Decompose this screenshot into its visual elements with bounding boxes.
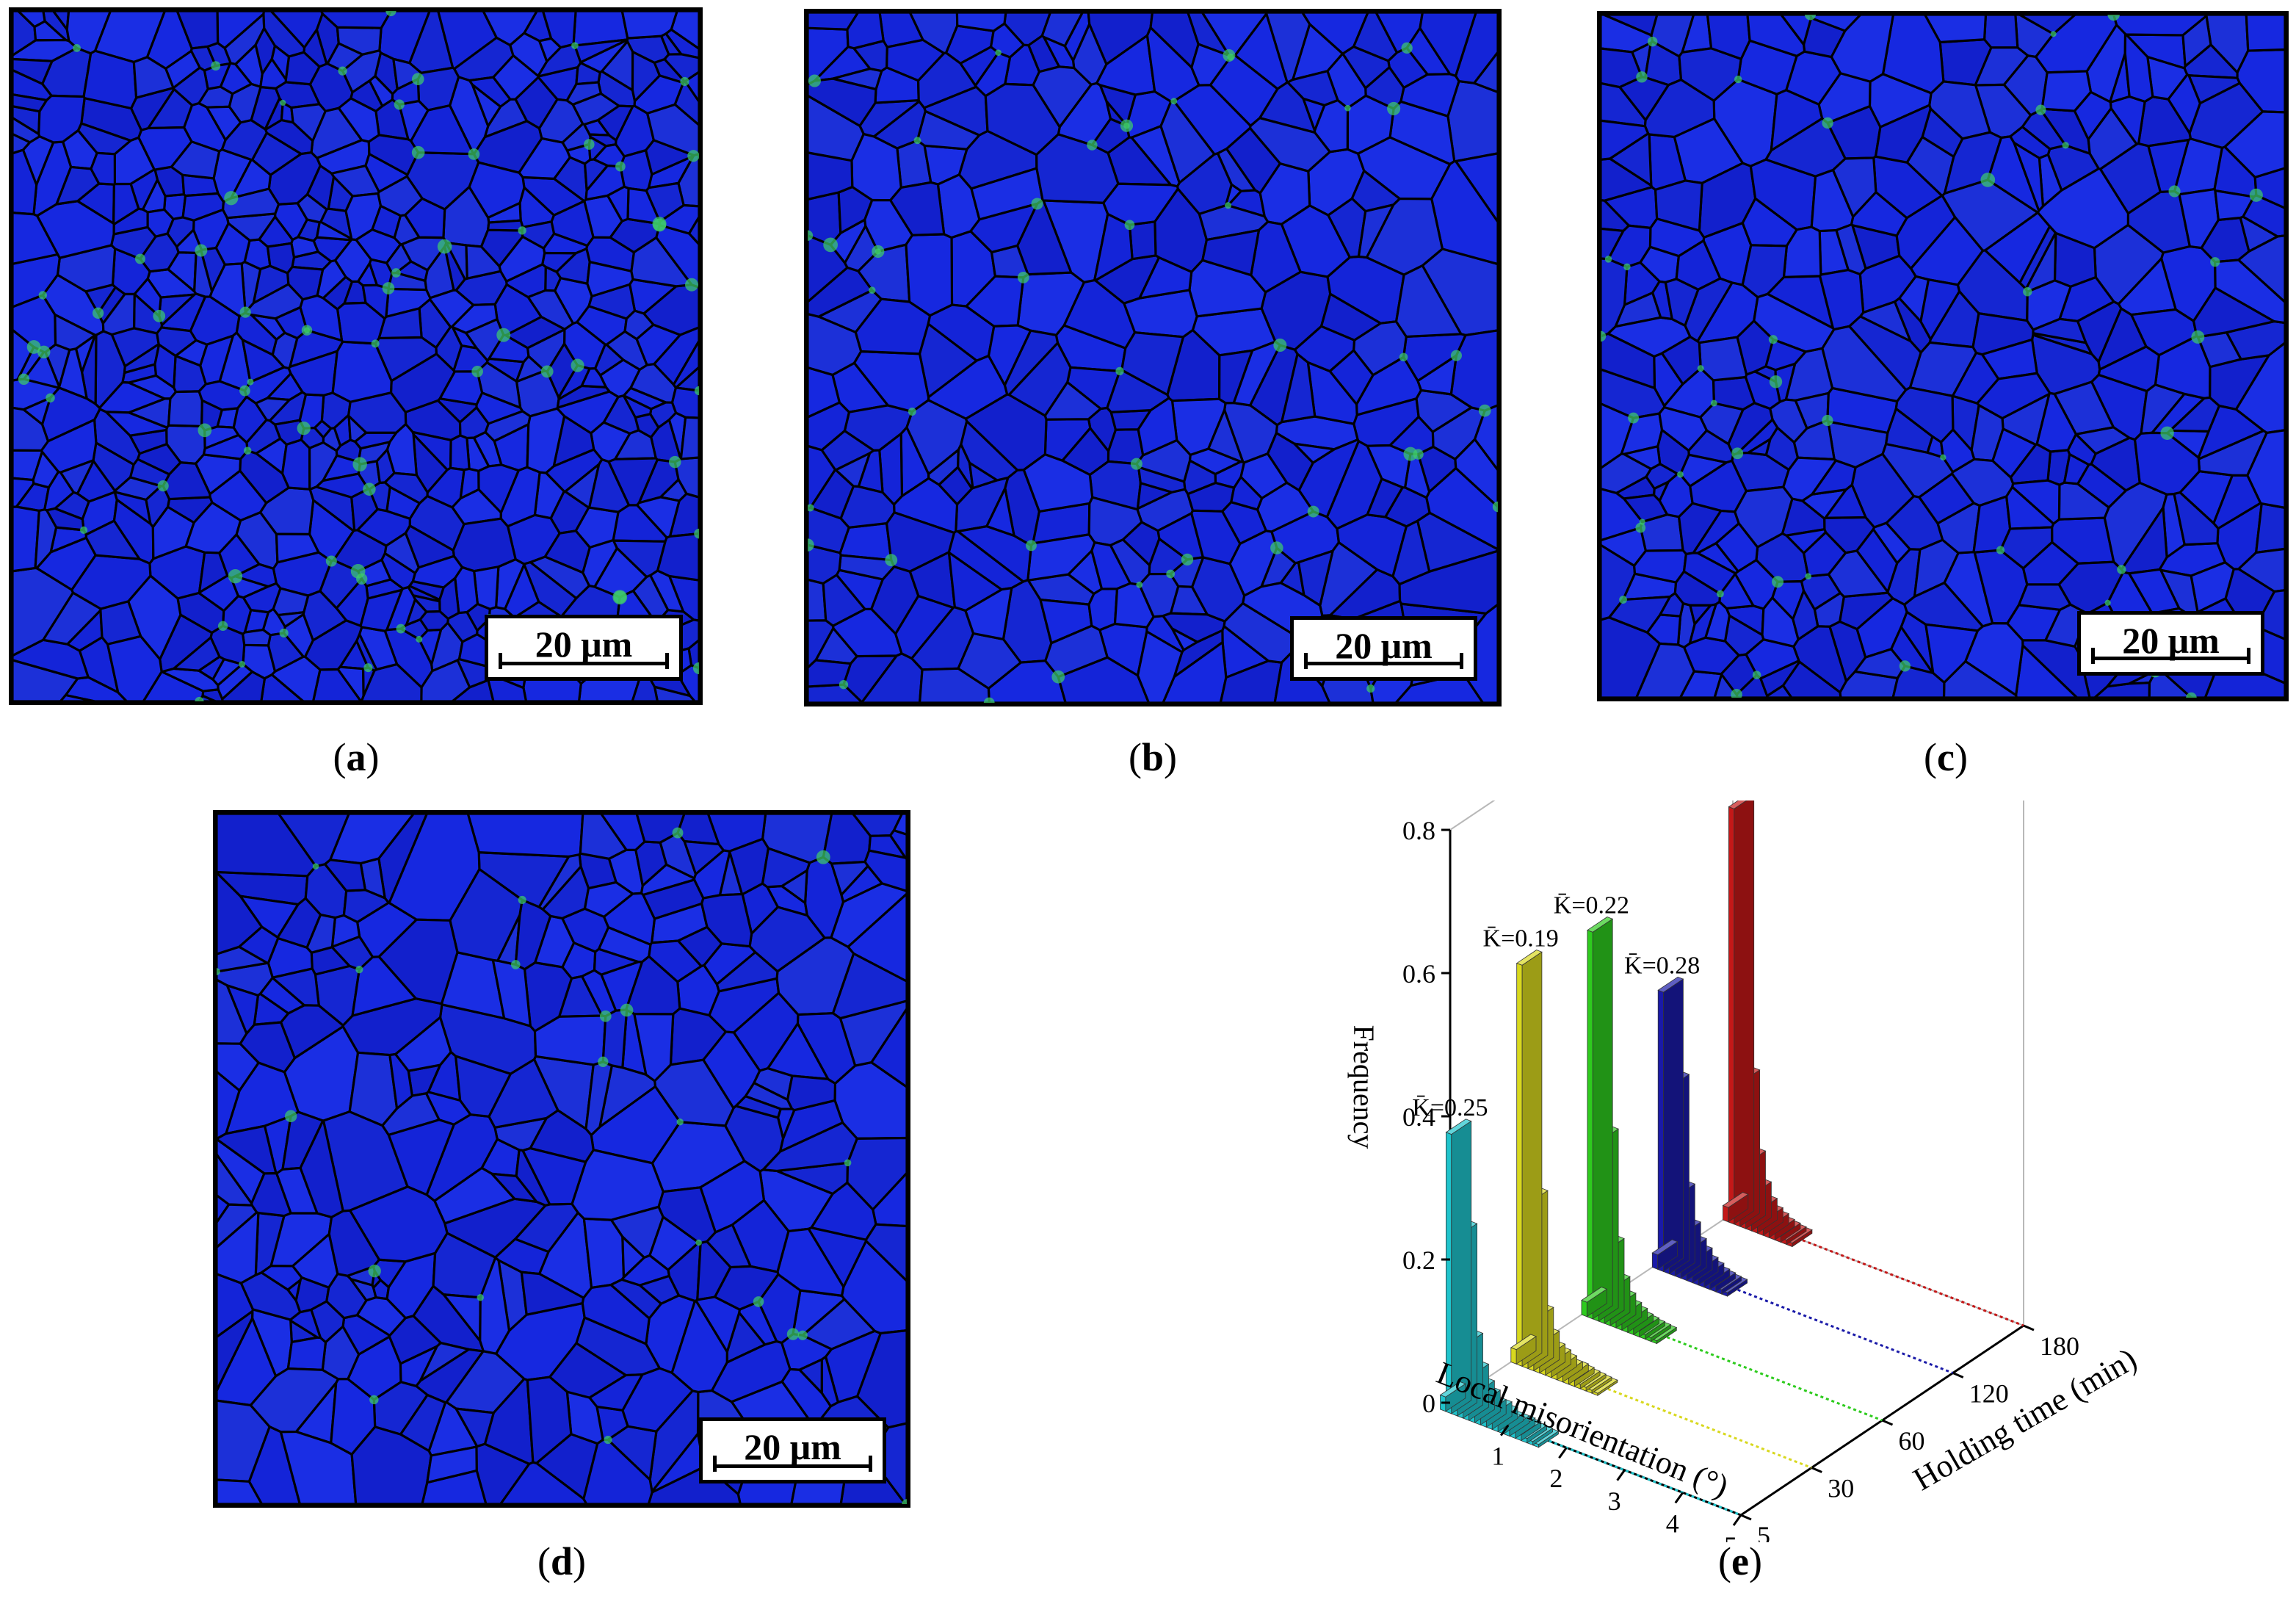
bar-side: [1592, 918, 1613, 1320]
y-tick-mark: [1881, 1419, 1894, 1426]
grain-map-a: [12, 11, 699, 701]
caption-b: (b): [1128, 735, 1177, 779]
ebsd-map-b: 20 μm: [804, 9, 1502, 706]
scale-bar-label-d: 20 μm: [744, 1426, 841, 1467]
bar-side: [1734, 800, 1755, 1225]
x-tick-mark: [1674, 1492, 1684, 1504]
y-tick-label: 5: [1757, 1521, 1770, 1542]
chart-ticks: 0 0.2 0.4 0.6 0.8 1 2 3 4 5 5 30 60 120 180: [1402, 816, 2079, 1542]
caption-e: (e): [1718, 1539, 1762, 1583]
bar-side: [1663, 978, 1684, 1273]
scale-bar-b: 20 μm: [1290, 616, 1477, 681]
x-tick-mark: [1616, 1469, 1626, 1481]
caption-d-letter: d: [550, 1539, 573, 1583]
x-tick-label: 1: [1491, 1442, 1504, 1471]
y-tick-label: 180: [2040, 1331, 2079, 1361]
grain-map-c: [1601, 15, 2285, 698]
y-tick-label: 60: [1899, 1426, 1925, 1456]
scale-bar-c: 20 μm: [2077, 611, 2264, 676]
scale-bar-line-a: [499, 653, 669, 669]
x-tick-label: 4: [1666, 1508, 1679, 1538]
scale-bar-line-b: [1304, 653, 1463, 669]
bar-front: [1581, 1299, 1587, 1318]
z-tick-label: 0.8: [1402, 816, 1435, 845]
grain-map-b: [808, 12, 1498, 703]
bar-front: [1651, 1252, 1659, 1270]
series-tail-line: [1802, 1239, 2024, 1327]
bar-front: [1723, 1204, 1729, 1223]
z-axis-label: Frequency: [1347, 1025, 1380, 1149]
y-tick-mark: [1740, 1514, 1752, 1521]
y-tick-mark: [1952, 1372, 1964, 1378]
bar-front: [1510, 1347, 1517, 1365]
x-tick-mark: [1732, 1514, 1742, 1526]
bar-front: [1445, 1132, 1452, 1414]
series-annotation: K̄=0.19: [1483, 925, 1559, 953]
x-tick-label: 3: [1608, 1486, 1621, 1516]
scale-bar-label-c: 20 μm: [2122, 620, 2220, 661]
x-tick-mark: [1499, 1424, 1510, 1436]
z-tick-label: 0.2: [1402, 1246, 1435, 1275]
caption-b-letter: b: [1141, 735, 1165, 779]
z-tick-label: 0.6: [1402, 959, 1435, 989]
grain-map-d: [217, 814, 907, 1504]
caption-d: (d): [537, 1539, 586, 1583]
top-left-edge: [1449, 800, 1496, 831]
caption-e-letter: e: [1731, 1539, 1749, 1583]
bar-front: [1657, 989, 1664, 1272]
bar-front: [1516, 963, 1523, 1367]
scale-bar-line-c: [2091, 648, 2250, 664]
series-annotation: K̄=0.22: [1554, 892, 1629, 919]
bar-front: [1587, 930, 1593, 1320]
series-tail-line: [1737, 1288, 1954, 1374]
caption-c-letter: c: [1937, 735, 1955, 779]
series-60min: K̄=0.22: [1554, 892, 1883, 1422]
y-tick-mark: [2023, 1324, 2035, 1331]
y-axis-label: Holding time (min): [1907, 1341, 2143, 1498]
series-30min: K̄=0.19: [1483, 925, 1812, 1469]
ebsd-map-c: 20 μm: [1597, 11, 2289, 701]
x-tick-label: 2: [1549, 1464, 1562, 1493]
series-tail-line: [1549, 1439, 1742, 1517]
series-tail-line: [1607, 1388, 1812, 1469]
scale-bar-label-a: 20 μm: [535, 624, 633, 665]
series-tail-line: [1666, 1336, 1883, 1422]
series-120min: K̄=0.28: [1624, 952, 1954, 1374]
ebsd-map-a: 20 μm: [9, 7, 703, 705]
caption-a: (a): [333, 735, 380, 779]
series-5min: K̄=0.25: [1412, 1094, 1742, 1517]
scale-bar-d: 20 μm: [699, 1417, 886, 1483]
scale-bar-label-b: 20 μm: [1335, 625, 1433, 666]
series-180min: K̄=0.19: [1722, 800, 2024, 1327]
bar-front: [1728, 806, 1735, 1225]
y-tick-label: 30: [1828, 1474, 1854, 1503]
z-tick-label: 0: [1422, 1389, 1435, 1418]
y-tick-label: 120: [1969, 1379, 2009, 1409]
caption-c: (c): [1924, 735, 1968, 779]
x-tick-mark: [1558, 1447, 1568, 1459]
scale-bar-a: 20 μm: [485, 615, 683, 681]
ebsd-map-d: 20 μm: [213, 810, 910, 1508]
misorientation-3d-chart: K̄=0.19K̄=0.28K̄=0.22K̄=0.19K̄=0.25 00.2…: [1347, 800, 2143, 1542]
series-annotation: K̄=0.28: [1624, 952, 1700, 979]
y-tick-mark: [1811, 1467, 1822, 1473]
scale-bar-line-d: [713, 1456, 872, 1472]
bar-side: [1521, 951, 1543, 1367]
z-tick-label: 0.4: [1402, 1102, 1435, 1132]
caption-a-letter: a: [346, 735, 366, 779]
x-tick-label: 5: [1724, 1531, 1737, 1542]
